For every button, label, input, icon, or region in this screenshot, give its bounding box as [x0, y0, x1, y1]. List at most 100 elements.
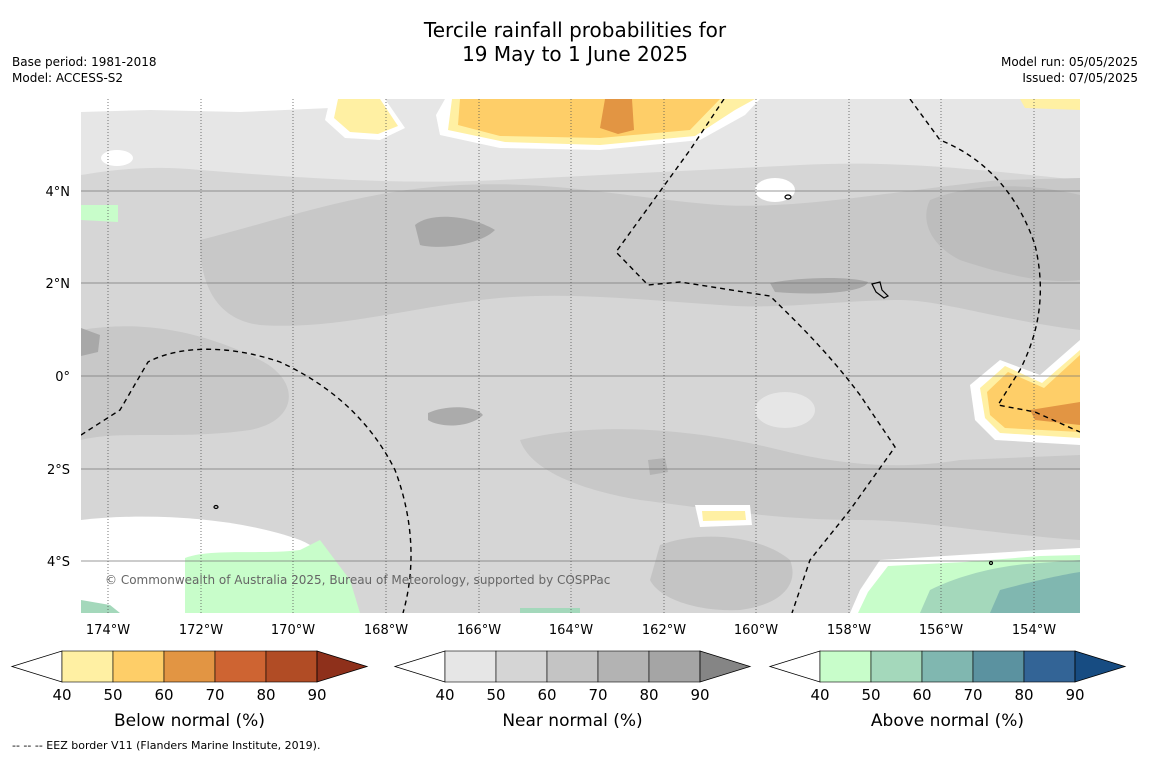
below-normal-40-region [702, 511, 746, 521]
colorbar-swatch [1023, 650, 1076, 683]
eez-border-east [909, 99, 1080, 433]
near-normal-60-region [926, 186, 1080, 281]
near-normal-60-region [200, 178, 1080, 330]
island [213, 504, 219, 510]
colorbar-tick-label: 80 [639, 686, 658, 704]
title-line-1: Tercile rainfall probabilities for [423, 18, 727, 42]
colorbar-swatch [921, 650, 974, 683]
eez-footnote: -- -- -- EEZ border V11 (Flanders Marine… [12, 739, 321, 752]
lat-label: 0° [55, 370, 70, 385]
island [784, 194, 792, 200]
colorbar-tick-label: 40 [435, 686, 454, 704]
colorbar-swatch [546, 650, 599, 683]
lon-label: 172°W [179, 623, 223, 638]
above-normal-40-region [185, 540, 360, 613]
colorbar-legends: 40 50 60 70 80 90 Below normal (%) 40 50 60 70 80 90… [10, 650, 1127, 731]
colorbar-extend-high [316, 650, 369, 683]
eez-border-west [81, 348, 412, 613]
above-normal-60-region [990, 572, 1080, 613]
title-line-2: 19 May to 1 June 2025 [462, 42, 688, 66]
above-normal-50-region [520, 608, 580, 613]
lon-label: 160°W [734, 623, 778, 638]
near-normal-70-region [415, 216, 495, 247]
near-normal-60-region [650, 536, 793, 611]
colorbar-swatch [870, 650, 923, 683]
base-period-text: Base period: 1981-2018 [12, 55, 157, 69]
near-normal-70-region [648, 458, 668, 475]
colorbar-3: 40 50 60 70 80 90 Above normal (%) [768, 650, 1127, 731]
lon-label: 156°W [919, 623, 963, 638]
colorbar-tick-label: 70 [963, 686, 982, 704]
colorbar-tick-label: 50 [861, 686, 880, 704]
low-probability-region [101, 150, 133, 166]
eez-borders [81, 99, 1080, 613]
colorbar-swatch [265, 650, 318, 683]
meta-left: Base period: 1981-2018 Model: ACCESS-S2 [12, 54, 157, 86]
colorbar-tick-label: 50 [103, 686, 122, 704]
colorbar-1: 40 50 60 70 80 90 Below normal (%) [10, 650, 369, 731]
lon-label: 158°W [827, 623, 871, 638]
longitude-labels: 174°W 172°W 170°W 168°W 166°W 164°W 162°… [86, 623, 1056, 638]
colorbar-label: Near normal (%) [502, 711, 642, 731]
lon-label: 168°W [364, 623, 408, 638]
colorbar-swatch [819, 650, 872, 683]
model-text: Model: ACCESS-S2 [12, 71, 124, 85]
lat-label: 2°S [47, 463, 70, 478]
colorbar-tick-label: 90 [1065, 686, 1084, 704]
islands [213, 194, 994, 566]
colorbar-tick-label: 50 [486, 686, 505, 704]
model-run-text: Model run: 05/05/2025 [1000, 55, 1138, 69]
lon-label: 164°W [549, 623, 593, 638]
lat-label: 4°N [46, 185, 71, 200]
probability-field: © Commonwealth of Australia 2025, Bureau… [81, 99, 1080, 613]
colorbar-swatch [61, 650, 114, 683]
near-normal-70-region [770, 277, 868, 294]
above-normal-50-region [81, 600, 120, 613]
colorbar-swatch [972, 650, 1025, 683]
lon-label: 162°W [642, 623, 686, 638]
below-normal-60-region [600, 99, 634, 134]
near-normal-70-region [81, 328, 100, 356]
colorbar-tick-label: 40 [52, 686, 71, 704]
latitude-labels: 4°N 2°N 0° 2°S 4°S [46, 185, 71, 570]
latitude-gridlines [81, 190, 1080, 562]
below-normal-60-region [1030, 402, 1080, 425]
colorbar-swatch [648, 650, 701, 683]
meta-right: Model run: 05/05/2025 Issued: 07/05/2025 [1001, 54, 1138, 86]
island [871, 281, 890, 299]
lon-label: 166°W [457, 623, 501, 638]
colorbar-2: 40 50 60 70 80 90 Near normal (%) [393, 650, 752, 731]
low-probability-region [81, 99, 330, 112]
issued-text: Issued: 07/05/2025 [1022, 71, 1138, 85]
colorbar-tick-label: 60 [154, 686, 173, 704]
lat-label: 4°S [47, 555, 70, 570]
colorbar-swatch [597, 650, 650, 683]
near-normal-60-region [81, 326, 289, 440]
near-normal-70-region [428, 407, 483, 426]
lon-label: 170°W [271, 623, 315, 638]
colorbar-tick-label: 90 [690, 686, 709, 704]
colorbar-swatch [444, 650, 497, 683]
colorbar-extend-high [1074, 650, 1127, 683]
colorbar-tick-label: 80 [1014, 686, 1033, 704]
colorbar-tick-label: 70 [205, 686, 224, 704]
colorbar-tick-label: 80 [256, 686, 275, 704]
below-normal-40-region [334, 99, 398, 134]
below-normal-40-region [1020, 99, 1080, 110]
copyright-text: © Commonwealth of Australia 2025, Bureau… [105, 573, 610, 587]
lon-label: 154°W [1012, 623, 1056, 638]
colorbar-tick-label: 70 [588, 686, 607, 704]
colorbar-swatch [495, 650, 548, 683]
colorbar-label: Below normal (%) [114, 711, 265, 731]
near-normal-60-region [520, 429, 1080, 540]
colorbar-tick-label: 60 [537, 686, 556, 704]
eez-border-central [615, 99, 896, 613]
colorbar-swatch [163, 650, 216, 683]
below-normal-50-region [458, 99, 720, 138]
colorbar-extend-low [393, 650, 446, 683]
island [988, 560, 994, 566]
colorbar-tick-label: 90 [307, 686, 326, 704]
colorbar-tick-label: 40 [810, 686, 829, 704]
colorbar-extend-low [10, 650, 63, 683]
